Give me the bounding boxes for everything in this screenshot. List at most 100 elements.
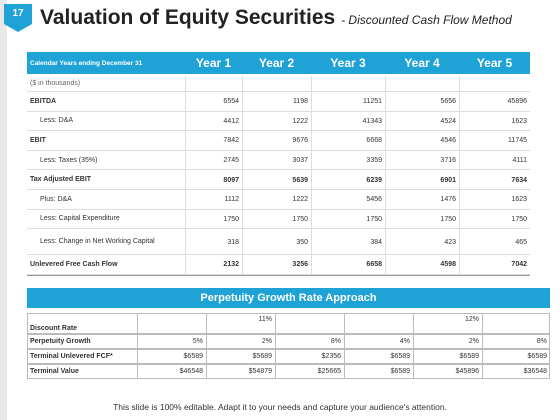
column-line [275, 334, 276, 349]
column-line [385, 92, 386, 112]
column-line [482, 313, 483, 334]
value-cell: 41343 [362, 117, 382, 125]
column-line [344, 313, 345, 334]
row-label: Less: D&A [40, 117, 74, 125]
section-banner: Perpetuity Growth Rate Approach [27, 288, 550, 308]
row-line [27, 228, 530, 230]
column-header: Year 2 [258, 56, 295, 70]
side-bar [0, 0, 7, 420]
row-label: Less: Change in Net Working Capital [40, 238, 155, 246]
value-cell: 45896 [507, 98, 527, 106]
column-line [185, 131, 186, 151]
row-line [27, 110, 530, 112]
column-line [459, 92, 460, 112]
column-line [413, 334, 414, 349]
value-cell: $25665 [317, 368, 341, 375]
column-line [242, 131, 243, 151]
column-line [311, 131, 312, 151]
column-line [459, 170, 460, 190]
value-cell: 7634 [511, 176, 527, 184]
column-line [385, 209, 386, 230]
value-cell: 6554 [223, 98, 239, 106]
value-cell: 4412 [223, 117, 239, 125]
column-line [137, 334, 138, 349]
value-cell: $5689 [252, 353, 272, 360]
column-line [206, 334, 207, 349]
column-line [242, 92, 243, 112]
value-cell: 6668 [366, 137, 382, 145]
value-cell: 3037 [292, 157, 308, 165]
column-line [385, 190, 386, 210]
column-line [459, 131, 460, 151]
value-cell: 3716 [440, 157, 456, 165]
value-cell: 3256 [292, 261, 308, 269]
column-line [344, 334, 345, 349]
column-line [413, 349, 414, 364]
value-cell: 6239 [366, 176, 382, 184]
column-line [311, 92, 312, 112]
value-cell: 1112 [224, 196, 239, 204]
row-label: ($ in thousands) [30, 80, 81, 87]
value-cell: $36548 [523, 368, 547, 375]
column-line [275, 313, 276, 334]
value-cell: 8% [330, 338, 341, 345]
row-line [27, 169, 530, 171]
table-header-bg [27, 52, 530, 74]
column-line [413, 313, 414, 334]
row-label: EBIT [30, 136, 46, 144]
value-cell: 4524 [440, 117, 456, 125]
badge [4, 4, 32, 32]
value-cell: 1750 [223, 215, 239, 223]
column-line [242, 229, 243, 256]
value-cell: 2745 [223, 157, 239, 165]
row-border [27, 364, 550, 379]
column-line [344, 349, 345, 364]
row-line [27, 208, 530, 210]
row-border [27, 349, 550, 364]
row-label: Terminal Value [30, 368, 79, 375]
value-cell: $6589 [183, 353, 203, 360]
column-line [311, 111, 312, 132]
value-cell: 2132 [223, 261, 239, 269]
row-line [27, 273, 530, 275]
column-line [385, 229, 386, 256]
column-line [185, 92, 186, 112]
column-line [275, 349, 276, 364]
column-header: Year 4 [404, 56, 440, 70]
row-label: Terminal Unlevered FCF* [30, 353, 113, 360]
value-cell: $46548 [179, 368, 203, 375]
value-cell: 2% [261, 338, 272, 345]
value-cell: 1476 [440, 196, 456, 204]
value-cell: $45896 [455, 368, 479, 375]
column-line [459, 76, 460, 92]
value-cell: 4546 [440, 137, 456, 145]
column-line [385, 111, 386, 132]
value-cell: 318 [227, 238, 239, 246]
table-header: Calendar Years ending December 31 [30, 59, 143, 67]
column-line [137, 349, 138, 364]
value-cell: $6589 [390, 368, 410, 375]
subtitle: - Discounted Cash Flow Method [341, 13, 512, 27]
column-line [311, 209, 312, 230]
value-cell: 384 [370, 238, 382, 246]
value-cell: 3359 [366, 157, 382, 165]
column-line [482, 364, 483, 379]
column-line [459, 190, 460, 210]
column-line [385, 255, 386, 275]
value-cell: 6901 [440, 176, 456, 184]
column-line [311, 170, 312, 190]
table-bottom [27, 274, 530, 277]
column-line [459, 209, 460, 230]
column-line [242, 255, 243, 275]
row-label: Plus: D&A [40, 195, 72, 203]
column-line [311, 255, 312, 275]
value-cell: 1623 [511, 196, 527, 204]
column-line [459, 150, 460, 171]
value-cell: 1198 [292, 98, 308, 106]
column-line [385, 170, 386, 190]
row-line [27, 189, 530, 190]
value-cell: 423 [444, 238, 456, 246]
column-line [385, 131, 386, 151]
column-line [242, 190, 243, 210]
column-line [185, 111, 186, 132]
